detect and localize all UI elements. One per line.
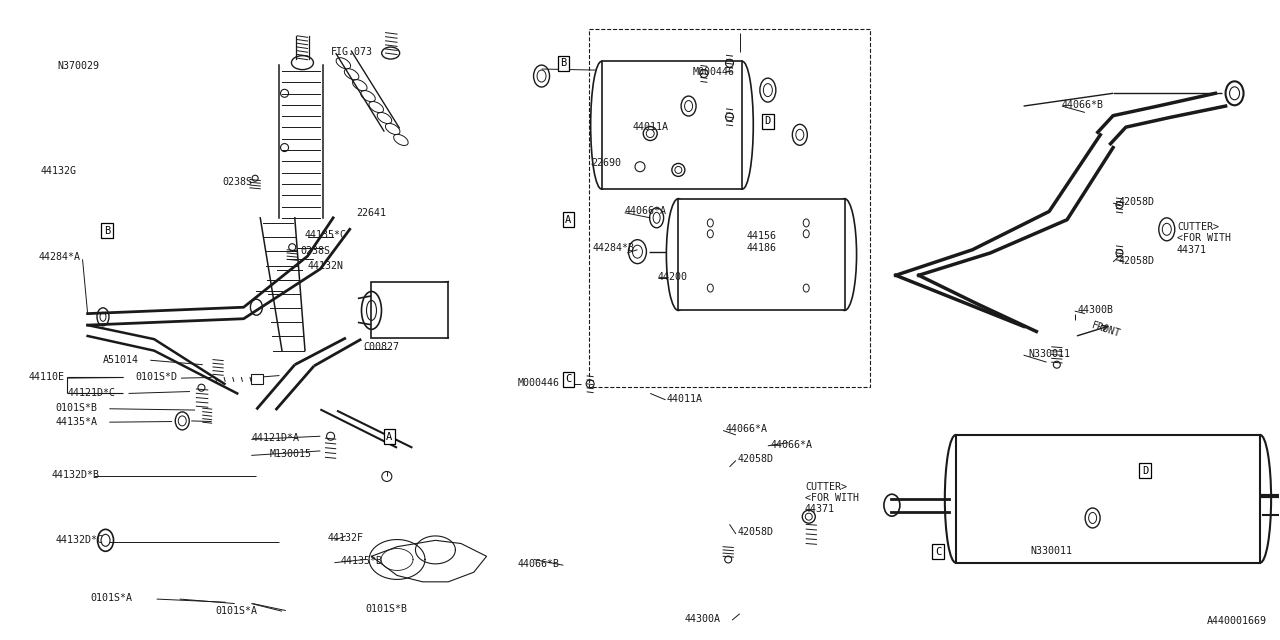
Text: M000446: M000446 xyxy=(692,67,735,77)
Text: 44132F: 44132F xyxy=(328,533,364,543)
Bar xyxy=(956,435,1260,563)
Text: 44132G: 44132G xyxy=(41,166,77,176)
Text: 0238S: 0238S xyxy=(300,246,330,256)
Text: <FOR WITH: <FOR WITH xyxy=(1178,233,1231,243)
Bar xyxy=(602,61,742,189)
Text: 44011A: 44011A xyxy=(632,122,668,132)
Text: 44066*B: 44066*B xyxy=(517,559,559,569)
Text: 42058D: 42058D xyxy=(1119,255,1155,266)
Ellipse shape xyxy=(590,61,613,189)
Text: 44066*A: 44066*A xyxy=(726,424,768,434)
Text: 44132D*B: 44132D*B xyxy=(51,470,100,479)
Text: N330011: N330011 xyxy=(1029,349,1070,359)
Text: 42058D: 42058D xyxy=(737,454,773,464)
Text: 44066*A: 44066*A xyxy=(625,207,667,216)
Ellipse shape xyxy=(292,56,314,70)
Text: 44284*B: 44284*B xyxy=(593,243,635,253)
Bar xyxy=(678,198,845,310)
Text: 0101S*B: 0101S*B xyxy=(365,604,407,614)
Text: D: D xyxy=(1142,466,1148,476)
Text: A: A xyxy=(566,215,572,225)
Text: 44300B: 44300B xyxy=(1078,305,1114,315)
Text: B: B xyxy=(561,58,567,68)
Text: 44371: 44371 xyxy=(1178,244,1207,255)
Ellipse shape xyxy=(381,47,399,59)
Ellipse shape xyxy=(832,198,856,310)
Text: D: D xyxy=(764,116,771,126)
Text: 42058D: 42058D xyxy=(1119,197,1155,207)
Text: 44110E: 44110E xyxy=(29,372,65,383)
Text: 44284*A: 44284*A xyxy=(40,252,81,262)
Text: 44300A: 44300A xyxy=(685,614,721,624)
Text: 44135*B: 44135*B xyxy=(340,556,383,566)
Bar xyxy=(589,29,870,387)
Text: 44371: 44371 xyxy=(805,504,835,514)
Ellipse shape xyxy=(731,61,753,189)
Text: C00827: C00827 xyxy=(364,342,399,353)
Text: 44132N: 44132N xyxy=(307,261,343,271)
Text: CUTTER>: CUTTER> xyxy=(1178,222,1219,232)
Text: A440001669: A440001669 xyxy=(1207,616,1266,627)
Text: FIG.073: FIG.073 xyxy=(330,47,372,57)
Text: CUTTER>: CUTTER> xyxy=(805,482,847,492)
Text: A51014: A51014 xyxy=(102,355,140,365)
Text: 22641: 22641 xyxy=(356,208,387,218)
Text: 0101S*A: 0101S*A xyxy=(90,593,132,603)
Ellipse shape xyxy=(667,198,690,310)
Text: 42058D: 42058D xyxy=(737,527,773,537)
Text: 22690: 22690 xyxy=(591,158,621,168)
Bar xyxy=(251,374,264,384)
Text: 0101S*A: 0101S*A xyxy=(215,605,257,616)
Text: 0101S*D: 0101S*D xyxy=(134,372,177,383)
Text: 44135*A: 44135*A xyxy=(55,417,97,426)
Text: 44200: 44200 xyxy=(658,272,687,282)
Text: M130015: M130015 xyxy=(269,449,311,459)
Text: N330011: N330011 xyxy=(1030,545,1071,556)
Bar xyxy=(371,282,448,338)
Text: 44156: 44156 xyxy=(746,230,776,241)
Text: 44066*A: 44066*A xyxy=(771,440,813,449)
Ellipse shape xyxy=(945,435,966,563)
Text: 44135*C: 44135*C xyxy=(305,230,347,240)
Text: M000446: M000446 xyxy=(517,378,559,388)
Text: N370029: N370029 xyxy=(56,61,99,71)
Text: B: B xyxy=(104,225,110,236)
Text: 44186: 44186 xyxy=(746,243,776,253)
Text: FRONT: FRONT xyxy=(1091,321,1121,340)
Ellipse shape xyxy=(1249,435,1271,563)
Text: 44121D*C: 44121D*C xyxy=(67,388,115,398)
Text: 0238S: 0238S xyxy=(221,177,252,187)
Text: C: C xyxy=(934,547,941,557)
Text: 0101S*B: 0101S*B xyxy=(55,403,97,413)
Text: 44121D*A: 44121D*A xyxy=(251,433,300,443)
Text: C: C xyxy=(566,374,572,385)
Text: <FOR WITH: <FOR WITH xyxy=(805,493,859,502)
Text: 44011A: 44011A xyxy=(667,394,703,404)
Text: 44132D*C: 44132D*C xyxy=(55,535,104,545)
Text: 44066*B: 44066*B xyxy=(1062,100,1103,110)
Text: A: A xyxy=(387,432,393,442)
